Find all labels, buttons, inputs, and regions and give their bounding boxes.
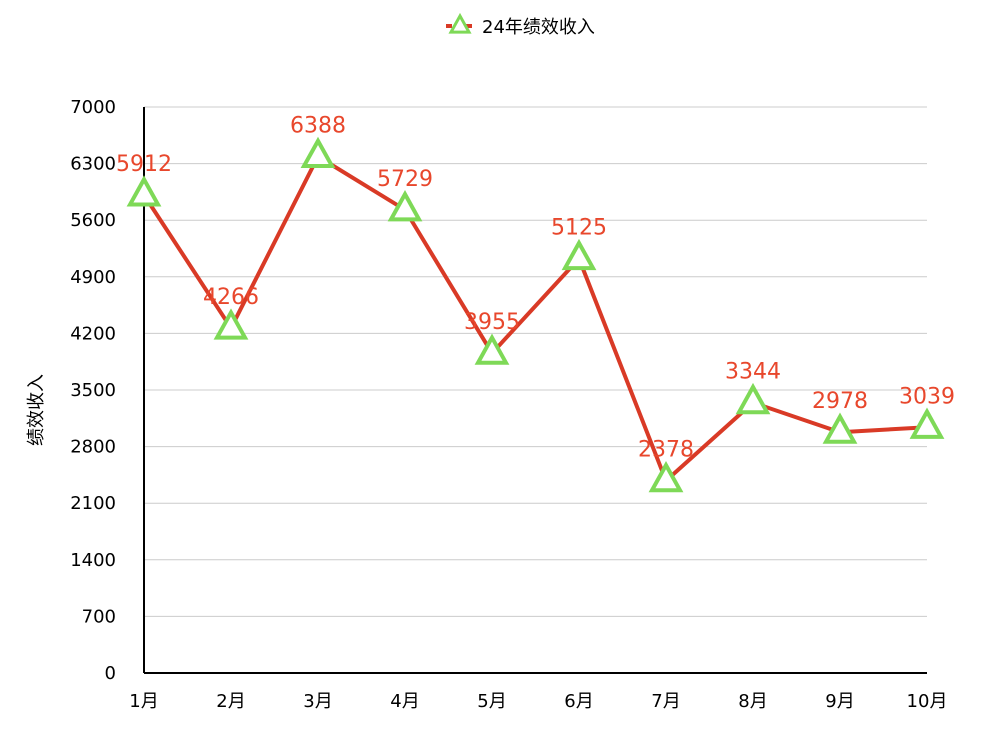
y-tick-label: 1400: [70, 550, 116, 571]
y-tick-label: 6300: [70, 154, 116, 175]
data-labels: 5912 4266 6388 5729 3955 5125 2378 3344 2978 3039: [116, 113, 955, 462]
data-label: 5912: [116, 152, 172, 177]
triangle-marker: [474, 333, 510, 365]
x-tick-label: 5月: [477, 691, 506, 712]
triangle-marker: [822, 412, 858, 444]
data-label: 3955: [464, 310, 520, 335]
data-label: 4266: [203, 285, 259, 310]
y-tick-label: 5600: [70, 210, 116, 231]
triangle-marker: [909, 407, 945, 439]
y-tick-label: 0: [105, 663, 116, 684]
data-label: 2978: [812, 389, 868, 414]
y-tick-labels: 0 700 1400 2100 2800 3500 4200 4900 5600 6300 7000: [70, 97, 116, 684]
x-tick-labels: 1月 2月 3月 4月 5月 6月 7月 8月 9月 10月: [129, 691, 947, 712]
grid-lines: [144, 106, 927, 617]
legend-triangle-marker-icon: [448, 12, 472, 34]
series-24: [126, 136, 945, 493]
triangle-marker: [561, 238, 597, 271]
y-tick-label: 2100: [70, 493, 116, 514]
y-tick-label: 2800: [70, 437, 116, 458]
x-tick-label: 9月: [825, 691, 854, 712]
x-tick-label: 1月: [129, 691, 158, 712]
data-label: 5729: [377, 167, 433, 192]
series-line: [142, 154, 928, 483]
y-tick-label: 4900: [70, 267, 116, 288]
legend-label: 24年绩效收入: [482, 17, 595, 38]
x-tick-label: 10月: [907, 691, 948, 712]
y-tick-label: 3500: [70, 380, 116, 401]
x-tick-label: 8月: [738, 691, 767, 712]
triangle-marker: [387, 190, 423, 222]
triangle-marker: [648, 460, 684, 493]
x-tick-label: 7月: [651, 691, 680, 712]
data-label: 3344: [725, 360, 781, 385]
y-tick-label: 700: [82, 606, 116, 627]
x-tick-label: 3月: [303, 691, 332, 712]
y-tick-label: 4200: [70, 323, 116, 344]
y-axis-title: 绩效收入: [26, 374, 47, 446]
data-label: 2378: [638, 438, 694, 463]
x-tick-label: 2月: [216, 691, 245, 712]
legend[interactable]: 24年绩效收入: [446, 12, 595, 38]
triangle-marker: [735, 382, 771, 415]
triangle-marker: [300, 136, 336, 169]
data-label: 3039: [899, 384, 955, 409]
triangle-marker: [126, 175, 162, 207]
y-tick-label: 7000: [70, 97, 116, 118]
data-label: 6388: [290, 113, 346, 138]
triangle-marker: [213, 308, 249, 340]
x-tick-label: 6月: [564, 691, 593, 712]
x-tick-label: 4月: [390, 691, 419, 712]
data-label: 5125: [551, 216, 607, 241]
